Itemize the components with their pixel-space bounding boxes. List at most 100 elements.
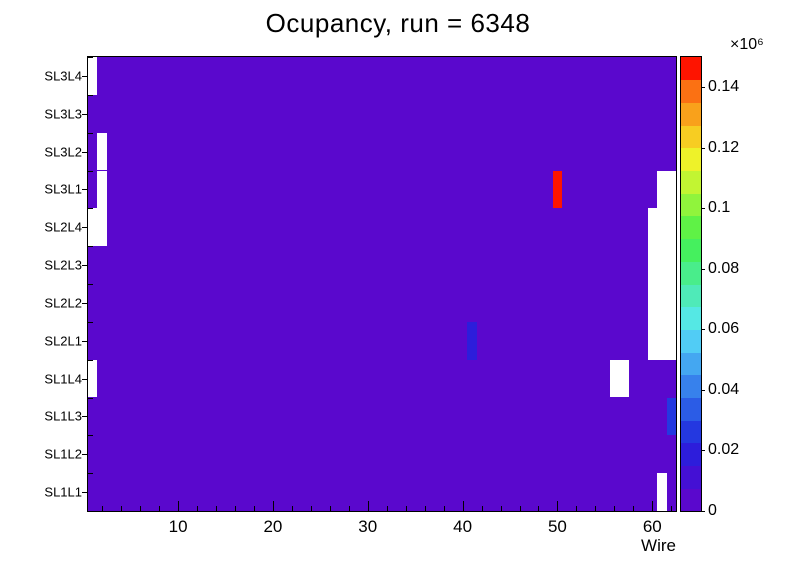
colorbar-segment xyxy=(681,329,701,353)
empty-bin xyxy=(647,246,676,284)
y-tick-label: SL1L3 xyxy=(44,408,82,424)
y-tick xyxy=(82,492,88,494)
z-tick-label: 0.14 xyxy=(708,78,740,96)
y-boundary-tick xyxy=(88,321,93,323)
z-tick-label: 0.06 xyxy=(708,320,740,338)
hot-bin xyxy=(552,170,563,209)
z-tick-label: 0.02 xyxy=(708,441,740,459)
colorbar-segment xyxy=(681,170,701,194)
y-tick xyxy=(82,75,88,77)
colorbar-segment xyxy=(681,442,701,467)
colorbar-segment xyxy=(681,374,701,399)
y-tick xyxy=(82,265,88,267)
y-tick xyxy=(82,378,88,380)
x-minor-tick xyxy=(481,506,483,511)
y-tick-label: SL3L3 xyxy=(44,106,82,122)
empty-bin xyxy=(97,132,107,171)
z-tick-label: 0.04 xyxy=(708,380,740,398)
x-minor-tick xyxy=(140,506,142,511)
colorbar-segment xyxy=(681,306,701,330)
x-minor-tick xyxy=(633,506,635,511)
z-tick xyxy=(701,329,705,331)
x-tick-label: 20 xyxy=(263,517,283,536)
x-minor-tick xyxy=(500,506,502,511)
hot-bin xyxy=(666,397,676,436)
z-tick-label: 0 xyxy=(708,502,717,519)
colorbar-segment xyxy=(681,125,701,149)
y-boundary-tick xyxy=(88,397,93,399)
colorbar-segment xyxy=(681,284,701,308)
y-boundary-tick xyxy=(88,284,93,285)
x-minor-tick xyxy=(538,506,540,511)
y-tick xyxy=(82,302,88,304)
colorbar-segment xyxy=(681,352,701,376)
empty-bin xyxy=(97,170,107,209)
z-tick xyxy=(701,450,705,452)
x-major-tick xyxy=(652,501,654,511)
colorbar-segment xyxy=(681,57,701,81)
y-boundary-tick xyxy=(88,435,93,437)
x-axis-label: Wire xyxy=(641,536,676,555)
y-tick-label: SL3L1 xyxy=(44,181,82,197)
x-minor-tick xyxy=(424,506,426,511)
y-tick-label: SL1L2 xyxy=(44,446,82,462)
x-minor-tick xyxy=(443,506,445,511)
x-tick-label: 30 xyxy=(358,517,378,536)
x-minor-tick xyxy=(102,506,104,511)
hot-bin xyxy=(467,321,477,360)
y-tick xyxy=(82,113,88,115)
x-minor-tick xyxy=(159,506,161,511)
x-tick-label: 10 xyxy=(168,517,188,536)
colorbar-segment xyxy=(681,397,701,421)
empty-bin xyxy=(88,359,98,398)
x-minor-tick xyxy=(216,506,218,511)
colorbar xyxy=(681,57,701,511)
y-boundary-tick xyxy=(88,359,93,361)
y-tick-label: SL2L3 xyxy=(44,257,82,273)
empty-bin xyxy=(647,284,676,322)
y-tick-label: SL3L2 xyxy=(44,144,82,160)
x-major-tick xyxy=(272,501,274,511)
colorbar-segment xyxy=(681,102,701,126)
z-axis-exponent: ×10⁶ xyxy=(730,36,764,53)
y-tick xyxy=(82,416,88,418)
x-minor-tick xyxy=(519,506,521,511)
x-minor-tick xyxy=(614,506,616,511)
z-tick xyxy=(701,511,705,512)
z-tick-label: 0.12 xyxy=(708,138,740,156)
empty-bin xyxy=(88,208,107,247)
x-minor-tick xyxy=(405,506,407,511)
chart-title: Ocupancy, run = 6348 xyxy=(265,8,531,38)
empty-bin xyxy=(657,170,676,209)
x-minor-tick xyxy=(121,506,123,511)
z-tick-label: 0.08 xyxy=(708,259,740,277)
empty-bin xyxy=(647,208,676,247)
colorbar-segment xyxy=(681,147,701,172)
z-tick xyxy=(701,87,705,89)
y-boundary-tick xyxy=(88,208,93,210)
z-tick xyxy=(701,389,705,391)
empty-bin xyxy=(609,359,629,398)
z-tick xyxy=(701,208,705,210)
x-minor-tick xyxy=(595,506,597,511)
y-tick-label: SL2L2 xyxy=(44,295,82,311)
y-tick-label: SL1L4 xyxy=(44,371,82,387)
y-tick xyxy=(82,227,88,229)
y-tick-label: SL2L4 xyxy=(44,219,82,235)
x-minor-tick xyxy=(253,506,255,511)
y-tick xyxy=(82,189,88,191)
colorbar-segment xyxy=(681,261,701,285)
x-major-tick xyxy=(367,501,369,511)
colorbar-segment xyxy=(681,465,701,489)
x-tick-label: 50 xyxy=(547,517,567,536)
z-tick-label: 0.1 xyxy=(708,199,731,217)
x-minor-tick xyxy=(386,506,388,511)
heatmap-plot-area xyxy=(88,57,676,511)
z-tick xyxy=(701,147,705,149)
x-minor-tick xyxy=(671,506,673,511)
colorbar-segment xyxy=(681,79,701,103)
x-minor-tick xyxy=(235,506,236,511)
colorbar-segment xyxy=(681,238,701,262)
x-minor-tick xyxy=(310,506,312,511)
